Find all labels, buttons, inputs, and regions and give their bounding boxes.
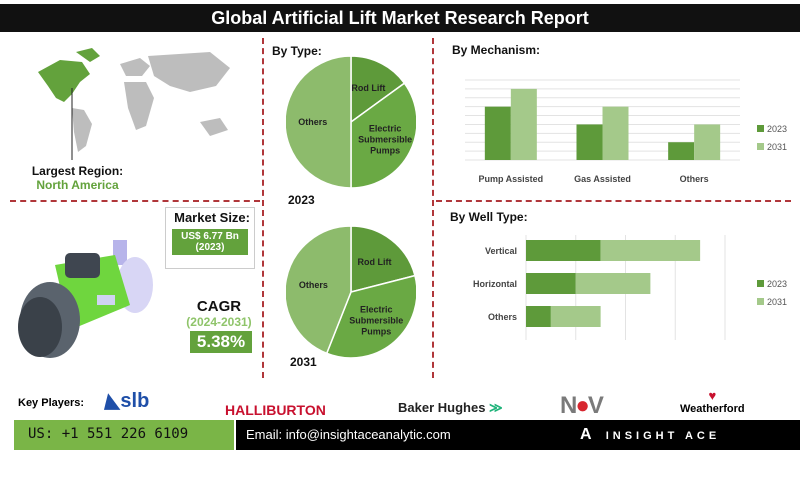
nov-globe-icon: ● — [575, 392, 589, 419]
bar — [526, 306, 551, 327]
market-size-card: Market Size: US$ 6.77 Bn (2023) — [165, 207, 255, 269]
pie-slice — [350, 55, 406, 124]
pie-slice — [286, 225, 352, 355]
pie-label: Pumps — [361, 327, 391, 337]
world-map — [38, 48, 230, 160]
pump-illustration — [18, 240, 153, 358]
pie-slice — [350, 82, 416, 189]
pie-label: Submersible — [349, 316, 403, 326]
slb-mark-icon: ◣ — [105, 390, 121, 412]
pie-slice — [350, 225, 416, 293]
pie-slice — [286, 55, 352, 189]
largest-region-value: North America — [36, 178, 119, 192]
market-size-box: US$ 6.77 Bn (2023) — [172, 229, 248, 255]
weatherford-heart-icon: ♥ — [708, 388, 717, 403]
x-tick-label: Others — [680, 174, 709, 184]
divider — [262, 38, 264, 378]
pie-label: Electric — [360, 305, 393, 315]
legend-swatch — [757, 143, 764, 150]
legend-label: 2031 — [767, 142, 787, 152]
cagr-value: 5.38% — [190, 331, 252, 353]
bar — [600, 240, 701, 261]
brand-logo: A INSIGHT ACE ANALYTIC — [580, 420, 800, 472]
by-mechanism-heading: By Mechanism: — [452, 43, 541, 57]
cagr-block: CAGR (2024-2031) 5.38% — [180, 298, 258, 353]
by-well-heading: By Well Type: — [450, 210, 528, 224]
legend-swatch — [757, 125, 764, 132]
bar — [602, 106, 629, 160]
pie-label: Rod Lift — [351, 83, 385, 93]
slb-logo-text: slb — [120, 390, 150, 412]
footer-bar — [236, 420, 800, 450]
bar — [526, 273, 576, 294]
nov-logo: N●V — [560, 392, 604, 419]
phone-number[interactable]: US: +1 551 226 6109 — [14, 420, 234, 450]
slb-logo: ◣slb — [105, 388, 149, 413]
pie-2031-year: 2031 — [290, 355, 317, 369]
south-america-region — [72, 108, 92, 152]
legend-label: 2023 — [767, 124, 787, 134]
pie-2023-year: 2023 — [288, 193, 315, 207]
cagr-period: (2024-2031) — [186, 315, 252, 329]
x-tick-label: Pump Assisted — [478, 174, 543, 184]
cagr-label: CAGR — [196, 298, 242, 315]
baker-hughes-chevron-icon: ≫ — [489, 400, 503, 415]
market-size-year: (2023) — [195, 242, 225, 253]
largest-region-label: Largest Region: — [31, 164, 124, 178]
divider — [10, 200, 260, 202]
bar — [526, 240, 601, 261]
by-type-heading: By Type: — [272, 44, 322, 58]
bar — [576, 124, 603, 160]
bar — [668, 142, 695, 160]
africa-region — [124, 82, 154, 130]
y-tick-label: Others — [488, 312, 517, 322]
europe-region — [120, 58, 150, 76]
bar — [510, 88, 537, 160]
key-players-label: Key Players: — [18, 397, 85, 409]
divider — [432, 38, 434, 378]
email-link[interactable]: Email: info@insightaceanalytic.com — [246, 427, 451, 442]
bar — [550, 306, 601, 327]
brand-a-icon: A — [580, 426, 592, 443]
market-size-value: US$ 6.77 Bn — [181, 231, 239, 242]
legend-swatch — [757, 280, 764, 287]
asia-region — [148, 52, 230, 92]
pie-label: Rod Lift — [357, 257, 391, 267]
pie-label: Others — [299, 280, 328, 290]
y-tick-label: Horizontal — [473, 279, 517, 289]
well-type-bar-chart: Vertical Horizontal Others 2023 2031 — [473, 235, 787, 340]
legend-label: 2031 — [767, 297, 787, 307]
brand-name: INSIGHT ACE ANALYTIC — [580, 430, 721, 472]
weatherford-logo: ♥ Weatherford — [680, 388, 745, 415]
bar — [694, 124, 721, 160]
north-america-region — [38, 60, 90, 102]
pie-label: Pumps — [370, 145, 400, 155]
bar — [575, 273, 651, 294]
baker-hughes-logo-text: Baker Hughes — [398, 400, 486, 415]
legend-label: 2023 — [767, 279, 787, 289]
divider — [436, 200, 791, 202]
legend-swatch — [757, 298, 764, 305]
bar — [484, 106, 511, 160]
greenland-region — [76, 48, 100, 62]
pie-label: Electric — [369, 123, 402, 133]
x-tick-label: Gas Assisted — [574, 174, 631, 184]
page-title: Global Artificial Lift Market Research R… — [0, 4, 800, 32]
mechanism-bar-chart: Pump Assisted Gas Assisted Others 2023 2031 — [465, 79, 787, 184]
halliburton-logo: HALLIBURTON — [225, 402, 326, 418]
pie-label: Others — [298, 117, 327, 127]
pie-slice — [325, 274, 416, 359]
weatherford-logo-text: Weatherford — [680, 403, 745, 415]
market-size-label: Market Size: — [174, 210, 250, 225]
baker-hughes-logo: Baker Hughes ≫ — [398, 400, 503, 416]
pie-label: Submersible — [358, 134, 412, 144]
largest-region: Largest Region: North America — [10, 164, 145, 192]
australia-region — [200, 118, 228, 136]
y-tick-label: Vertical — [485, 246, 517, 256]
